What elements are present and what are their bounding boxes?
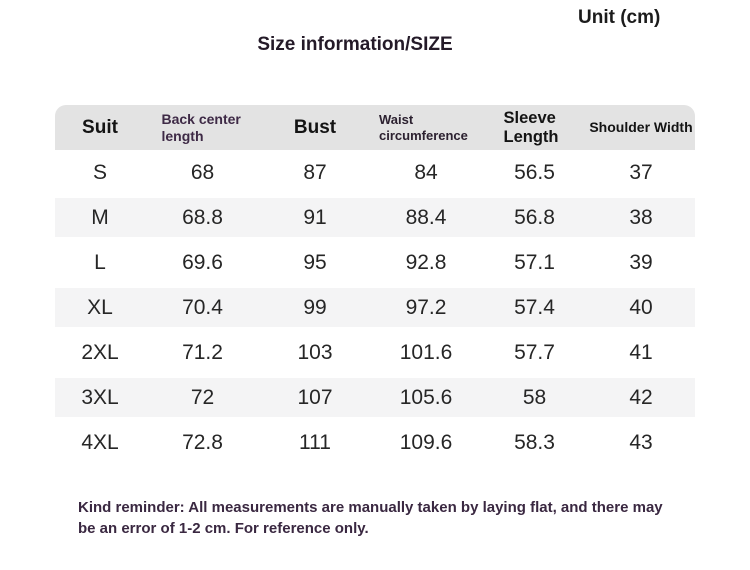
table-header-row: Suit Back center length Bust Waist circu… bbox=[55, 105, 695, 150]
back-center-length-cell: 72.8 bbox=[182, 430, 223, 454]
unit-label: Unit (cm) bbox=[578, 7, 661, 28]
size-cell: L bbox=[94, 250, 106, 274]
bust-cell: 87 bbox=[303, 160, 327, 184]
table-row: L 69.6 95 92.8 57.1 39 bbox=[55, 240, 695, 285]
shoulder-cell: 42 bbox=[629, 385, 653, 409]
table-row: 4XL 72.8 111 109.6 58.3 43 bbox=[55, 420, 695, 465]
table-row: 2XL 71.2 103 101.6 57.7 41 bbox=[55, 330, 695, 375]
shoulder-cell: 37 bbox=[629, 160, 653, 184]
back-center-length-cell: 68 bbox=[190, 160, 215, 184]
bust-cell: 95 bbox=[303, 250, 327, 274]
waist-cell: 101.6 bbox=[399, 340, 453, 364]
shoulder-cell: 38 bbox=[629, 205, 653, 229]
sleeve-cell: 56.8 bbox=[514, 205, 555, 229]
back-center-length-cell: 68.8 bbox=[182, 205, 223, 229]
back-center-length-cell: 72 bbox=[190, 385, 215, 409]
size-cell: 2XL bbox=[81, 340, 119, 364]
table-row: 3XL 72 107 105.6 58 42 bbox=[55, 375, 695, 420]
table-row: S 68 87 84 56.5 37 bbox=[55, 150, 695, 195]
waist-cell: 97.2 bbox=[405, 295, 447, 319]
reminder-note: Kind reminder: All measurements are manu… bbox=[78, 499, 663, 537]
waist-cell: 109.6 bbox=[399, 430, 453, 454]
shoulder-cell: 41 bbox=[629, 340, 653, 364]
column-header-suit: Suit bbox=[82, 116, 118, 138]
size-cell: XL bbox=[87, 295, 113, 319]
sleeve-cell: 58 bbox=[522, 385, 547, 409]
column-header-back-center-length: Back center length bbox=[161, 111, 241, 144]
sleeve-cell: 57.1 bbox=[514, 250, 555, 274]
shoulder-cell: 40 bbox=[629, 295, 653, 319]
bust-cell: 103 bbox=[297, 340, 333, 364]
waist-cell: 88.4 bbox=[405, 205, 447, 229]
sleeve-cell: 57.4 bbox=[514, 295, 555, 319]
sleeve-cell: 57.7 bbox=[514, 340, 555, 364]
waist-cell: 84 bbox=[414, 160, 438, 184]
size-table: Suit Back center length Bust Waist circu… bbox=[55, 105, 695, 465]
sleeve-cell: 56.5 bbox=[514, 160, 555, 184]
bust-cell: 111 bbox=[299, 430, 331, 454]
waist-cell: 92.8 bbox=[405, 250, 447, 274]
back-center-length-cell: 70.4 bbox=[182, 295, 223, 319]
back-center-length-cell: 71.2 bbox=[182, 340, 223, 364]
bust-cell: 107 bbox=[297, 385, 333, 409]
bust-cell: 99 bbox=[303, 295, 327, 319]
shoulder-cell: 43 bbox=[629, 430, 653, 454]
shoulder-cell: 39 bbox=[629, 250, 653, 274]
waist-cell: 105.6 bbox=[399, 385, 453, 409]
table-row: XL 70.4 99 97.2 57.4 40 bbox=[55, 285, 695, 330]
size-cell: 4XL bbox=[81, 430, 119, 454]
bust-cell: 91 bbox=[303, 205, 327, 229]
size-cell: 3XL bbox=[81, 385, 119, 409]
sleeve-cell: 58.3 bbox=[514, 430, 555, 454]
column-header-waist-circumference: Waist circumference bbox=[379, 111, 468, 143]
size-cell: M bbox=[91, 205, 109, 229]
size-cell: S bbox=[92, 160, 107, 184]
table-row: M 68.8 91 88.4 56.8 38 bbox=[55, 195, 695, 240]
column-header-sleeve-length: Sleeve Length bbox=[503, 108, 559, 146]
column-header-bust: Bust bbox=[293, 116, 337, 138]
page-title: Size information/SIZE bbox=[257, 34, 453, 55]
back-center-length-cell: 69.6 bbox=[182, 250, 223, 274]
column-header-shoulder-width: Shoulder Width bbox=[589, 119, 693, 136]
